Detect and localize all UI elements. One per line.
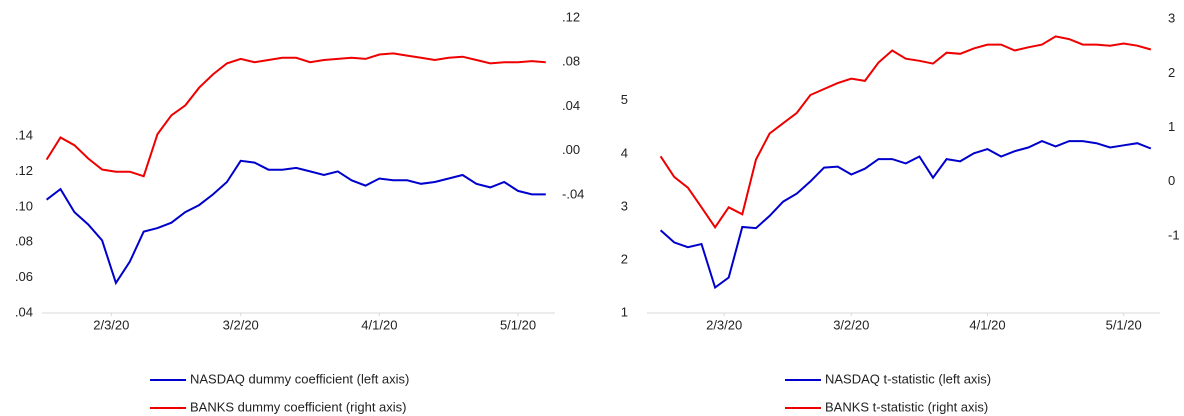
x-tick-label: 5/1/20 [1106,317,1142,332]
y-tick-label: 4 [621,145,628,160]
y-tick-label: .08 [15,234,33,249]
y-tick-label: 5 [621,92,628,107]
series-line [659,35,1152,230]
series-line [659,140,1152,290]
y-tick-label: .06 [15,269,33,284]
y2-tick-label: 3 [1168,11,1175,26]
x-tick-label: 4/1/20 [361,317,397,332]
series-line [45,52,546,178]
y-tick-label: .10 [15,198,33,213]
y-tick-label: 3 [621,198,628,213]
y2-tick-label: -1 [1168,227,1180,242]
y2-tick-label: .08 [562,54,580,69]
y-tick-label: 2 [621,251,628,266]
y2-tick-label: 1 [1168,119,1175,134]
y2-tick-label: 2 [1168,65,1175,80]
series-line [45,159,546,286]
legend-label: NASDAQ t-statistic (left axis) [825,371,991,386]
legend-label: BANKS dummy coefficient (right axis) [190,399,407,414]
x-tick-label: 2/3/20 [93,317,129,332]
x-tick-label: 3/2/20 [223,317,259,332]
y2-tick-label: .04 [562,98,580,113]
x-tick-label: 4/1/20 [969,317,1005,332]
x-tick-label: 2/3/20 [706,317,742,332]
legend-label: NASDAQ dummy coefficient (left axis) [190,371,409,386]
y2-tick-label: .12 [562,9,580,24]
legend-label: BANKS t-statistic (right axis) [825,399,988,414]
y2-tick-label: -.04 [562,186,584,201]
y-tick-label: .12 [15,163,33,178]
y-tick-label: .04 [15,304,33,319]
x-tick-label: 3/2/20 [833,317,869,332]
y2-tick-label: .00 [562,142,580,157]
y-tick-label: 1 [621,304,628,319]
x-tick-label: 5/1/20 [500,317,536,332]
y2-tick-label: 0 [1168,173,1175,188]
y-tick-label: .14 [15,127,33,142]
